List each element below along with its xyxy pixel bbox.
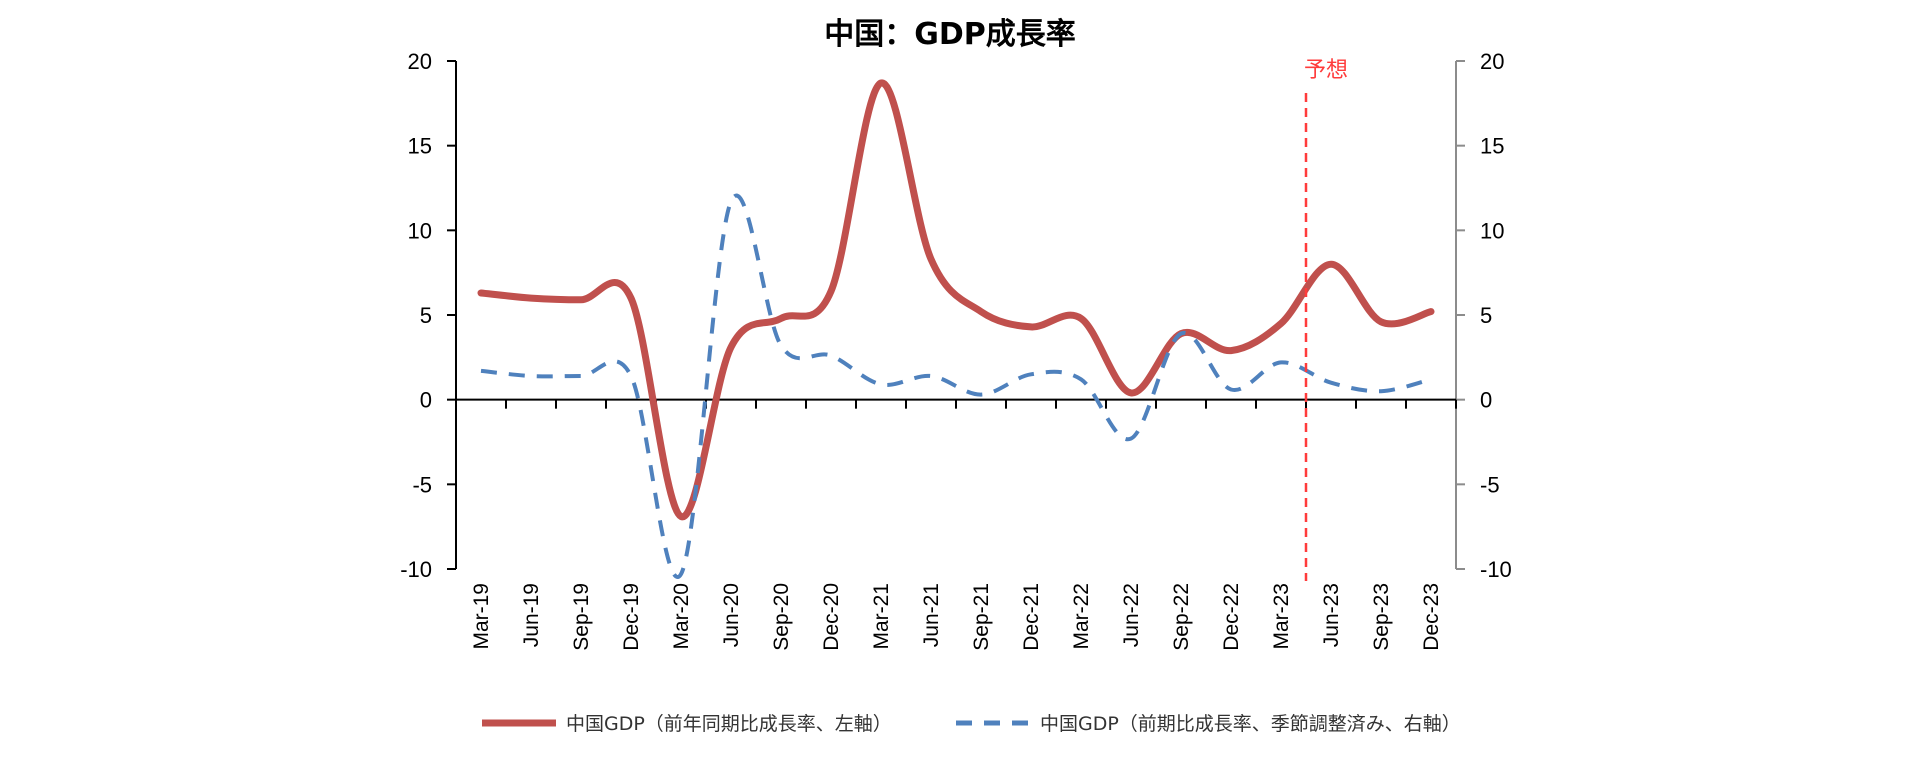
y-right-tick-label: 10 [1480, 218, 1504, 243]
x-tick-label: Mar-22 [1070, 583, 1093, 650]
series-line-yoy [477, 79, 1435, 521]
y-left-tick-label: 15 [408, 134, 432, 159]
legend: 中国GDP（前年同期比成長率、左軸） 中国GDP（前期比成長率、季節調整済み、右… [482, 713, 1461, 735]
y-right-tick-label: 15 [1480, 134, 1504, 159]
legend-label-qoq: 中国GDP（前期比成長率、季節調整済み、右軸） [1040, 713, 1461, 735]
y-right-tick-label: -10 [1480, 557, 1512, 582]
x-tick-label: Dec-20 [820, 583, 843, 651]
x-tick-label: Mar-20 [670, 583, 693, 650]
x-tick-label: Sep-21 [970, 583, 993, 651]
x-tick-label: Jun-20 [720, 583, 743, 647]
x-tick-label: Sep-23 [1370, 583, 1393, 651]
x-tick-label: Dec-22 [1220, 583, 1243, 651]
y-right-tick-label: -5 [1480, 472, 1500, 497]
chart-title: 中国：GDP成長率 [824, 17, 1076, 52]
x-tick-label: Dec-21 [1020, 583, 1043, 651]
y-right-tick-label: 0 [1480, 388, 1492, 413]
x-tick-label: Mar-23 [1270, 583, 1293, 650]
x-tick-label: Mar-19 [470, 583, 493, 650]
plot-area: 20 15 10 5 0 -5 -10 20 15 10 5 0 -5 -10 Mar-19 Jun-19 Se… [400, 49, 1512, 651]
y-right-tick-label: 20 [1480, 49, 1504, 74]
x-tick-label: Sep-20 [770, 583, 793, 651]
x-tick-label: Sep-22 [1170, 583, 1193, 651]
x-tick-label: Dec-19 [620, 583, 643, 651]
x-tick-label: Jun-22 [1120, 583, 1143, 647]
x-tick-label: Mar-21 [870, 583, 893, 650]
y-left-tick-label: 10 [408, 218, 432, 243]
y-left-tick-label: 5 [420, 303, 432, 328]
y-left-tick-label: 20 [408, 49, 432, 74]
y-right-tick-label: 5 [1480, 303, 1492, 328]
y-left-tick-label: -10 [400, 557, 432, 582]
forecast-label: 予想 [1304, 58, 1348, 83]
x-tick-label: Jun-21 [920, 583, 943, 647]
legend-label-yoy: 中国GDP（前年同期比成長率、左軸） [566, 713, 892, 735]
x-tick-label: Sep-19 [570, 583, 593, 651]
x-tick-label: Dec-23 [1420, 583, 1443, 651]
y-left-tick-label: -5 [412, 472, 432, 497]
y-left-tick-label: 0 [420, 388, 432, 413]
series-line-qoq [480, 193, 1432, 579]
x-tick-label: Jun-19 [520, 583, 543, 647]
x-tick-label: Jun-23 [1320, 583, 1343, 647]
